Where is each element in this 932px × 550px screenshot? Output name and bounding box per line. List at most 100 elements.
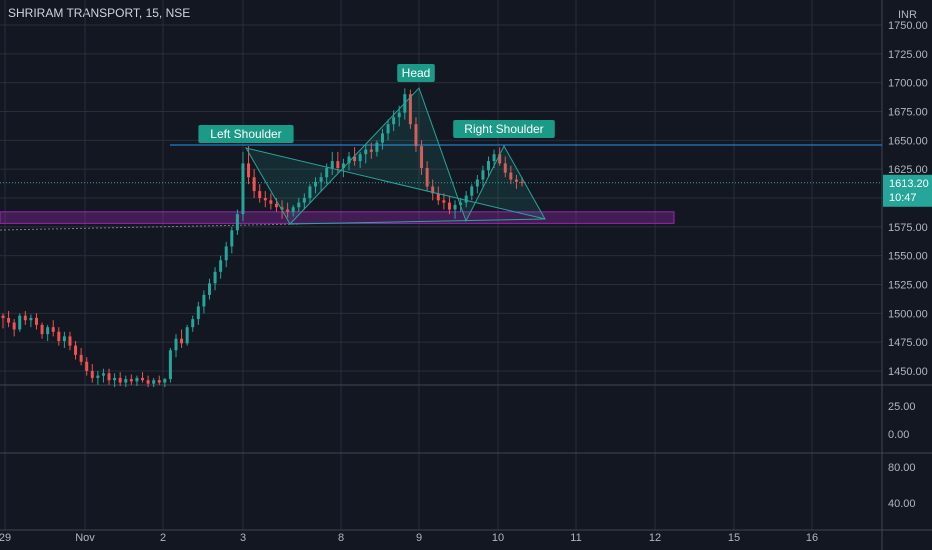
candle-body xyxy=(34,317,38,325)
support-zone[interactable] xyxy=(0,211,675,224)
last-price-value: 1613.20 xyxy=(889,178,929,190)
candle-body xyxy=(85,361,89,371)
candle-body xyxy=(1,315,5,318)
last-price-badge xyxy=(883,174,932,207)
time-tick-label: 15 xyxy=(728,532,740,544)
head-shoulders-pattern[interactable] xyxy=(244,87,546,225)
head-label[interactable]: Head xyxy=(397,64,435,82)
time-tick-label: 8 xyxy=(338,532,344,544)
candles-layer xyxy=(1,88,524,388)
candle-body xyxy=(23,315,27,321)
last-price-countdown: 10:47 xyxy=(889,192,917,204)
price-tick-label: 1550.00 xyxy=(888,251,928,263)
candle-body xyxy=(40,324,44,335)
candle-body xyxy=(498,154,502,164)
candle-body xyxy=(124,379,128,383)
candle-body xyxy=(213,271,217,284)
time-tick-label: Nov xyxy=(75,532,95,544)
candle-body xyxy=(509,172,513,180)
candle-body xyxy=(481,170,485,180)
candle-body xyxy=(141,377,145,381)
candle-body xyxy=(470,186,474,196)
candle-body xyxy=(297,202,301,208)
candle-body xyxy=(341,163,345,169)
candle-body xyxy=(302,198,306,203)
candle-body xyxy=(68,336,72,346)
indicator1-tick: 0.00 xyxy=(888,429,909,441)
candle-body xyxy=(392,117,396,125)
candle-body xyxy=(347,156,351,164)
candle-body xyxy=(286,209,290,212)
candle-body xyxy=(185,327,189,344)
candle-body xyxy=(408,94,412,125)
candle-body xyxy=(447,202,451,210)
price-tick-label: 1725.00 xyxy=(888,49,928,61)
candle-body xyxy=(163,379,167,383)
left-shoulder-label-bg xyxy=(198,125,294,143)
candle-body xyxy=(57,331,61,342)
candle-body xyxy=(330,161,334,169)
candle-body xyxy=(174,338,178,351)
candle-body xyxy=(207,283,211,295)
candle-body xyxy=(492,154,496,162)
price-tick-label: 1500.00 xyxy=(888,308,928,320)
time-tick-label: 9 xyxy=(416,532,422,544)
candle-body xyxy=(280,207,284,210)
price-tick-label: 1625.00 xyxy=(888,164,928,176)
candle-body xyxy=(135,377,139,382)
candle-body xyxy=(520,181,524,184)
right-shoulder-label[interactable]: Right Shoulder xyxy=(453,120,555,138)
candle-body xyxy=(202,294,206,307)
price-tick-label: 1675.00 xyxy=(888,107,928,119)
indicator2-tick: 80.00 xyxy=(888,462,916,474)
indicator2-tick: 40.00 xyxy=(888,498,916,510)
candle-body xyxy=(397,112,401,118)
price-tick-label: 1525.00 xyxy=(888,280,928,292)
candle-body xyxy=(375,142,379,152)
candle-body xyxy=(196,306,200,320)
time-tick-label: 12 xyxy=(649,532,661,544)
candle-body xyxy=(431,186,435,194)
candle-body xyxy=(129,379,133,382)
candle-body xyxy=(364,149,368,155)
candle-body xyxy=(235,214,239,231)
candle-body xyxy=(291,207,295,212)
candle-body xyxy=(29,317,33,321)
candle-body xyxy=(191,319,195,328)
price-tick-label: 1650.00 xyxy=(888,135,928,147)
candle-body xyxy=(96,375,100,378)
candle-body xyxy=(146,380,150,384)
neckline xyxy=(289,218,546,225)
candle-body xyxy=(157,380,161,383)
right-shoulder-label-text: Right Shoulder xyxy=(464,122,543,136)
candle-body xyxy=(414,124,418,147)
candle-body xyxy=(442,200,446,203)
candle-body xyxy=(241,163,245,215)
time-tick-label: 29 xyxy=(0,532,11,544)
candle-body xyxy=(314,181,318,187)
candle-body xyxy=(247,163,251,178)
head-label-bg xyxy=(397,64,435,82)
candle-body xyxy=(274,203,278,208)
candle-body xyxy=(503,163,507,173)
candle-body xyxy=(459,202,463,205)
candle-body xyxy=(269,200,273,204)
candle-body xyxy=(425,168,429,187)
axis-layer: 1750.001725.001700.001675.001650.001625.… xyxy=(0,9,932,544)
candle-body xyxy=(107,373,111,381)
candle-body xyxy=(18,315,22,330)
candle-body xyxy=(353,156,357,162)
candle-body xyxy=(308,186,312,198)
candle-body xyxy=(380,133,384,143)
candle-body xyxy=(475,179,479,187)
candle-body xyxy=(219,260,223,272)
candle-body xyxy=(12,322,16,330)
chart-title: SHRIRAM TRANSPORT, 15, NSE xyxy=(8,6,191,20)
price-tick-label: 1450.00 xyxy=(888,366,928,378)
left-shoulder-label[interactable]: Left Shoulder xyxy=(198,125,294,143)
candle-body xyxy=(369,149,373,152)
price-tick-label: 1475.00 xyxy=(888,337,928,349)
candle-body xyxy=(453,204,457,210)
candle-body xyxy=(420,146,424,169)
